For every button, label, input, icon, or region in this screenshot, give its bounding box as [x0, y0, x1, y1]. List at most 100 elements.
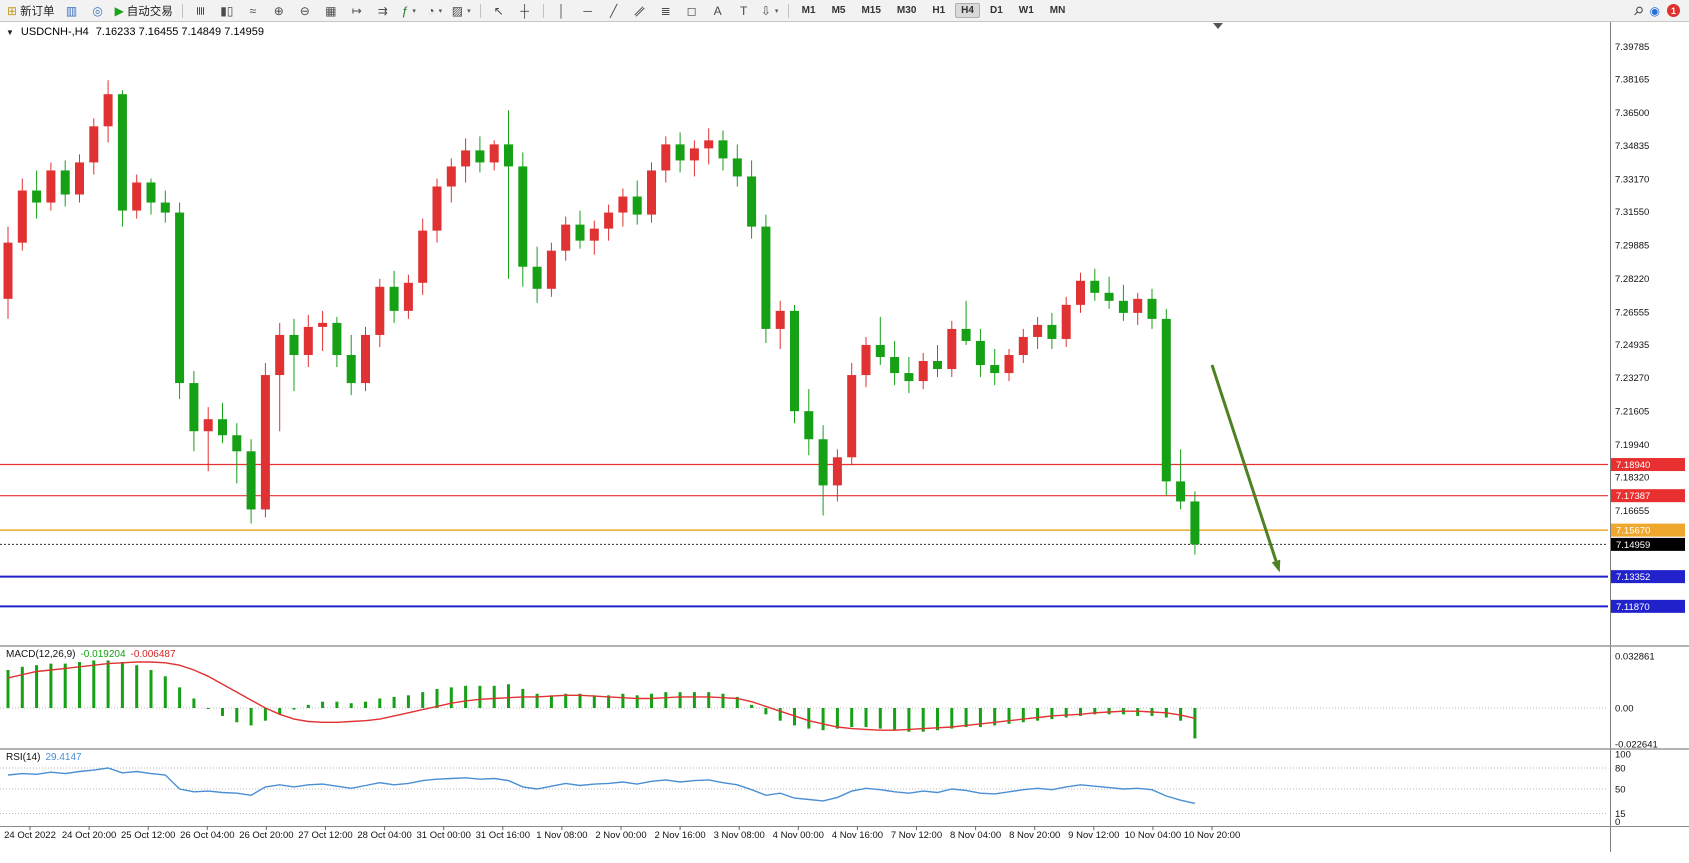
macd-histogram-bar [950, 708, 954, 729]
search-icon[interactable]: ⚲ [1630, 2, 1647, 19]
fibonacci-button[interactable]: ≣ [654, 2, 678, 20]
bar-chart-button[interactable]: ≣ [189, 2, 213, 20]
candle [890, 340, 900, 386]
arrows-button[interactable]: ⇩ ▾ [758, 2, 782, 20]
candle [575, 210, 585, 249]
zoom-out-button[interactable]: ⊖ [293, 2, 317, 20]
macd-histogram-bar [821, 708, 825, 731]
timeframe-h4-button[interactable]: H4 [955, 3, 980, 18]
macd-histogram-bar [707, 692, 711, 708]
timeframe-w1-button[interactable]: W1 [1018, 5, 1034, 16]
horizontal-line-button[interactable]: ─ [576, 2, 600, 20]
time-axis-label: 25 Oct 12:00 [121, 830, 175, 841]
tile-windows-button[interactable]: ▦ [319, 2, 343, 20]
candle [1133, 292, 1143, 325]
candle [1033, 316, 1043, 349]
label-icon: T [739, 3, 748, 18]
candle [1176, 449, 1186, 510]
shapes-button[interactable]: ◻ [680, 2, 704, 20]
macd-histogram-bar [278, 708, 282, 715]
vertical-line-button[interactable]: │ [550, 2, 574, 20]
macd-histogram-bar [1179, 708, 1183, 721]
macd-histogram-bar [621, 693, 625, 708]
one-click-trading-arrow-icon[interactable]: ▼ [6, 27, 14, 37]
chat-icon: ◎ [92, 3, 103, 18]
rsi-name: RSI(14) [6, 752, 41, 763]
macd-main-value: -0.019204 [80, 649, 126, 660]
market-depth-button[interactable]: ▥ [60, 2, 84, 20]
crosshair-button[interactable]: ┼ [513, 2, 537, 20]
trend-arrow[interactable] [1210, 364, 1278, 562]
candle [189, 371, 199, 452]
candle [475, 136, 485, 173]
macd-histogram-bar [1093, 708, 1097, 715]
rsi-axis-label: 50 [1615, 785, 1626, 796]
timeframe-h1-button[interactable]: H1 [932, 5, 946, 16]
candle [318, 310, 328, 351]
timeframe-m15-button[interactable]: M15 [861, 5, 881, 16]
candle [661, 136, 671, 183]
channel-button[interactable]: ∥ [628, 2, 652, 20]
dropdown-caret-icon: ▾ [467, 7, 471, 15]
macd-histogram-bar [1193, 708, 1197, 739]
trend-arrow-head[interactable] [1271, 559, 1281, 573]
macd-histogram-bar [1064, 708, 1068, 718]
chat-button[interactable]: ◎ [86, 2, 110, 20]
macd-histogram-bar [592, 695, 596, 708]
macd-histogram-bar [564, 693, 568, 708]
new-order-button[interactable]: ⊞ 新订单 [4, 2, 58, 20]
candlestick-button[interactable]: ▮▯ [215, 2, 239, 20]
timeframe-m30-button[interactable]: M30 [896, 5, 917, 16]
price-axis-label: 7.28220 [1615, 274, 1649, 285]
candle [775, 300, 785, 349]
indicators-button[interactable]: ƒ ▾ [397, 2, 421, 20]
macd-histogram-bar [378, 698, 382, 708]
label-button[interactable]: T [732, 2, 756, 20]
time-axis-label: 24 Oct 20:00 [62, 830, 116, 841]
time-axis-label: 27 Oct 12:00 [298, 830, 352, 841]
candle [632, 180, 642, 225]
macd-histogram-bar [178, 687, 182, 708]
candle [918, 352, 928, 390]
line-chart-button[interactable]: ≈ [241, 2, 265, 20]
macd-histogram-bar [535, 693, 539, 708]
macd-histogram-bar [650, 693, 653, 708]
chart-shift-button[interactable]: ⇉ [371, 2, 395, 20]
trendline-button[interactable]: ╱ [602, 2, 626, 20]
macd-histogram-bar [764, 708, 768, 715]
macd-name: MACD(12,26,9) [6, 649, 76, 660]
shapes-icon: ◻ [686, 3, 697, 18]
autoscroll-button[interactable]: ↦ [345, 2, 369, 20]
timeframe-m1-button[interactable]: M1 [801, 5, 816, 16]
candle [518, 152, 528, 287]
periods-button[interactable]: ◔ ▾ [423, 2, 447, 20]
macd-histogram-bar [335, 701, 339, 708]
candle [1018, 328, 1028, 364]
timeframe-mn-button[interactable]: MN [1049, 5, 1066, 16]
candle [532, 246, 542, 303]
text-button[interactable]: A [706, 2, 730, 20]
horizontal-line-icon: ─ [583, 3, 592, 18]
timeframe-m5-button[interactable]: M5 [831, 5, 846, 16]
symbol-period-label: USDCNH-,H4 [20, 26, 89, 38]
macd-signal-line [7, 661, 1196, 731]
macd-histogram-bar [549, 695, 553, 708]
candle [847, 363, 857, 466]
zoom-in-button[interactable]: ⊕ [267, 2, 291, 20]
candle [689, 140, 699, 177]
community-icon[interactable]: ◉ [1649, 3, 1660, 18]
candle [832, 449, 842, 502]
cursor-button[interactable]: ↖ [487, 2, 511, 20]
notification-badge[interactable]: 1 [1667, 4, 1680, 17]
chart-shift-marker[interactable] [1213, 23, 1223, 29]
templates-button[interactable]: ▨ ▾ [449, 2, 474, 20]
dropdown-caret-icon: ▾ [438, 7, 443, 15]
macd-histogram-bar [492, 685, 496, 708]
candle [232, 423, 242, 484]
timeframe-d1-button[interactable]: D1 [989, 5, 1003, 16]
auto-trading-button[interactable]: ▶ 自动交易 [112, 2, 176, 20]
time-axis-label: 7 Nov 12:00 [891, 830, 942, 841]
macd-histogram-bar [349, 703, 353, 708]
candle [1161, 308, 1171, 496]
candle [46, 162, 56, 211]
